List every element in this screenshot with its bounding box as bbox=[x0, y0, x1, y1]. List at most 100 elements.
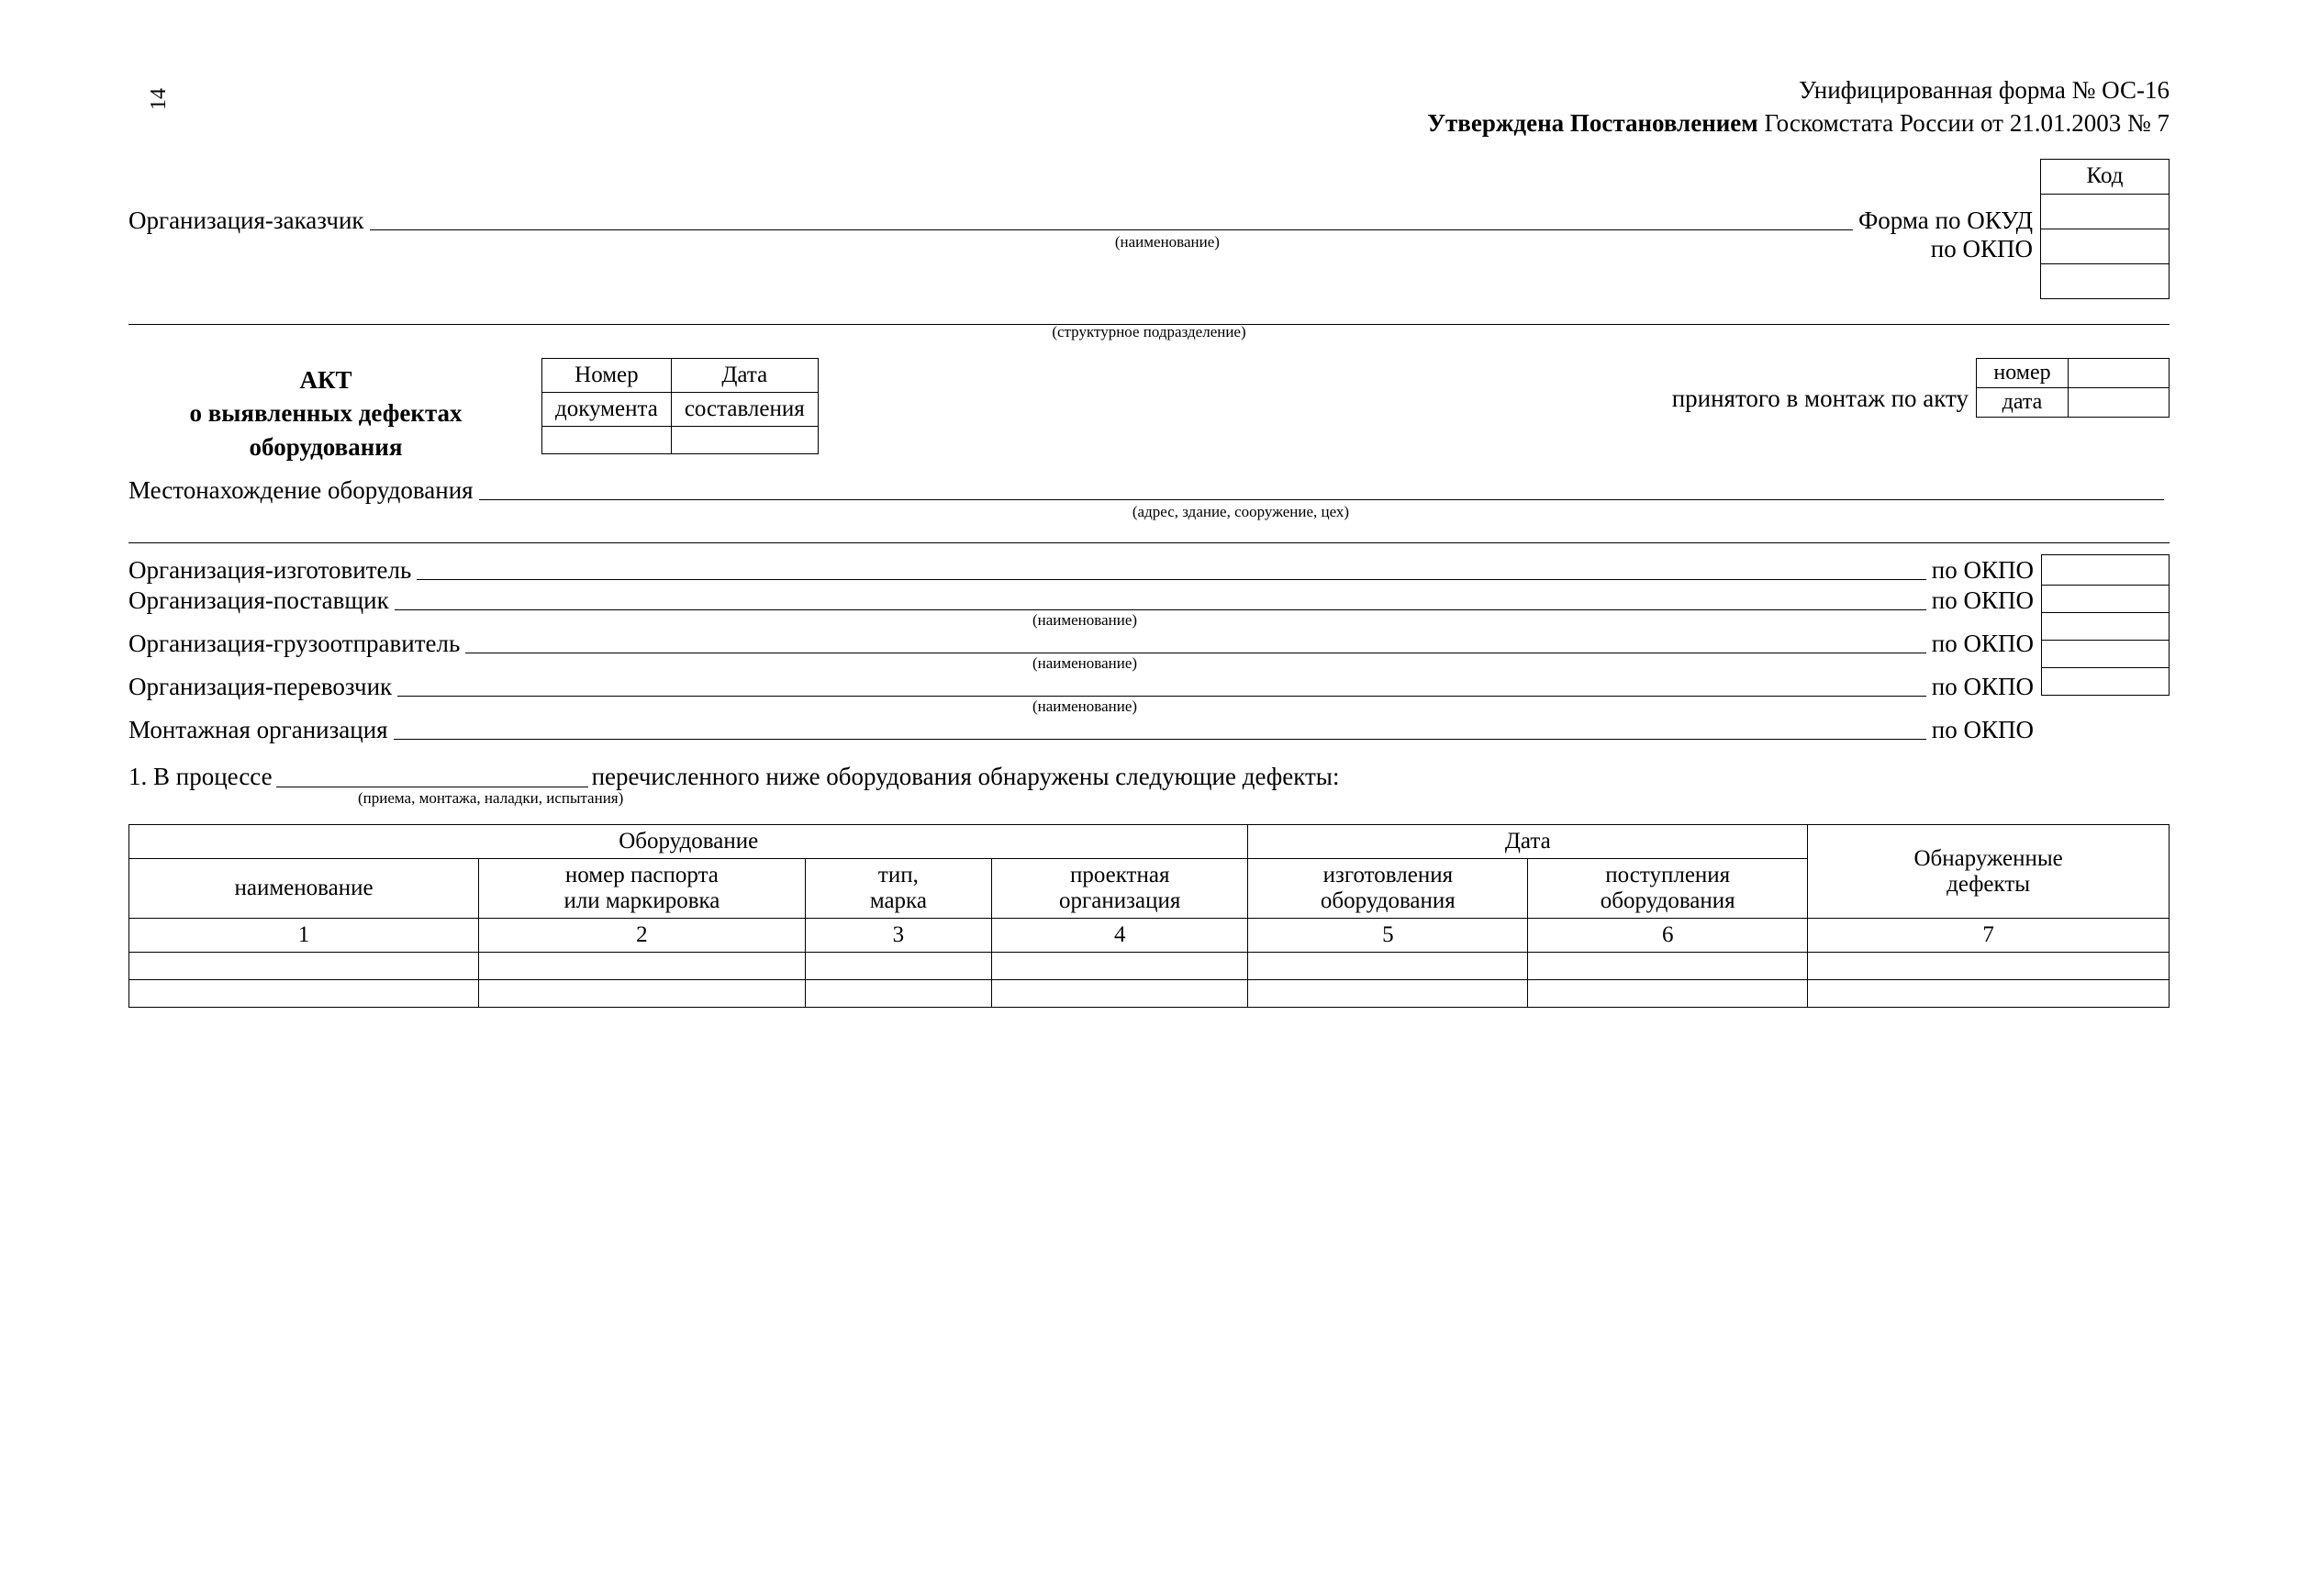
assembler-okpo-value[interactable] bbox=[2041, 664, 2170, 696]
akt-word: АКТ bbox=[128, 363, 523, 396]
manufacturer-okpo-label: по ОКПО bbox=[1932, 556, 2041, 585]
colnum-7: 7 bbox=[1808, 919, 2170, 953]
col-recdate-b: оборудования bbox=[1601, 888, 1735, 913]
col-name: наименование bbox=[129, 859, 479, 919]
doc-number-table: Номер Дата документа составления bbox=[541, 358, 819, 454]
supplier-label: Организация-поставщик bbox=[128, 586, 389, 615]
akt-title: АКТ о выявленных дефектах оборудования bbox=[128, 358, 523, 463]
col-projorg-b: организация bbox=[1059, 888, 1180, 913]
cell[interactable] bbox=[991, 980, 1247, 1008]
page-number: 14 bbox=[147, 88, 172, 110]
supplier-okpo-value[interactable] bbox=[2041, 582, 2170, 613]
location-label: Местонахождение оборудования bbox=[128, 476, 474, 505]
carrier-okpo-value[interactable] bbox=[2041, 637, 2170, 668]
col-manufdate-b: оборудования bbox=[1321, 888, 1456, 913]
col-passport-b: или маркировка bbox=[563, 888, 720, 913]
cell[interactable] bbox=[1528, 980, 1808, 1008]
approval-bold: Утверждена Постановлением bbox=[1427, 109, 1758, 137]
doc-num-h1a: Номер bbox=[542, 358, 672, 392]
assembler-line[interactable] bbox=[394, 739, 1926, 740]
organizations-block: Организация-изготовитель по ОКПО Организ… bbox=[128, 554, 2170, 744]
cell[interactable] bbox=[1248, 953, 1528, 980]
doc-date-value[interactable] bbox=[671, 426, 818, 453]
cell[interactable] bbox=[129, 953, 479, 980]
carrier-label: Организация-перевозчик bbox=[128, 673, 392, 701]
table-group-equipment: Оборудование bbox=[129, 825, 1248, 859]
code-table: Код bbox=[2040, 159, 2170, 299]
cell[interactable] bbox=[1808, 980, 2170, 1008]
colnum-3: 3 bbox=[805, 919, 991, 953]
code-extra-value[interactable] bbox=[2041, 263, 2170, 298]
okpo-label-top: по ОКПО bbox=[1931, 235, 2040, 263]
clause-caption: (приема, монтажа, наладки, испытания) bbox=[358, 789, 2170, 808]
doc-num-value[interactable] bbox=[542, 426, 672, 453]
shipper-okpo-value[interactable] bbox=[2041, 609, 2170, 641]
cell[interactable] bbox=[805, 953, 991, 980]
supplier-line[interactable] bbox=[395, 609, 1926, 610]
approval-line: Утверждена Постановлением Госкомстата Ро… bbox=[128, 106, 2170, 140]
manufacturer-line[interactable] bbox=[417, 579, 1925, 580]
org-customer-row: Организация-заказчик Форма по ОКУД bbox=[128, 206, 2040, 235]
org-customer-label: Организация-заказчик bbox=[128, 206, 364, 235]
okud-value[interactable] bbox=[2041, 194, 2170, 229]
approval-rest: Госкомстата России от 21.01.2003 № 7 bbox=[1758, 109, 2170, 137]
colnum-4: 4 bbox=[991, 919, 1247, 953]
cell[interactable] bbox=[1808, 953, 2170, 980]
act-ref-date[interactable] bbox=[2069, 387, 2170, 417]
clause-post: перечисленного ниже оборудования обнаруж… bbox=[592, 763, 1340, 791]
form-header: Унифицированная форма № ОС-16 Утверждена… bbox=[128, 73, 2170, 140]
cell[interactable] bbox=[991, 953, 1247, 980]
document-page: 14 Унифицированная форма № ОС-16 Утвержд… bbox=[0, 0, 2298, 1596]
location-line-2[interactable] bbox=[128, 527, 2170, 543]
col-passport: номер паспорта или маркировка bbox=[479, 859, 806, 919]
assembler-label: Монтажная организация bbox=[128, 716, 388, 744]
table-group-date: Дата bbox=[1248, 825, 1808, 859]
act-ref-number[interactable] bbox=[2069, 358, 2170, 387]
manufacturer-okpo-value[interactable] bbox=[2041, 554, 2170, 586]
col-manuf-date: изготовления оборудования bbox=[1248, 859, 1528, 919]
assembler-row: Монтажная организация по ОКПО bbox=[128, 716, 2041, 744]
akt-sub1: о выявленных дефектах bbox=[128, 396, 523, 430]
org-customer-caption: (наименование) bbox=[404, 233, 1931, 251]
col-manufdate-a: изготовления bbox=[1323, 863, 1453, 887]
supplier-okpo-label: по ОКПО bbox=[1932, 586, 2041, 615]
location-caption: (адрес, здание, сооружение, цех) bbox=[312, 503, 2170, 521]
act-ref-row2-label: дата bbox=[1977, 387, 2069, 417]
col-recdate-a: поступления bbox=[1605, 863, 1730, 887]
doc-num-h2a: Дата bbox=[671, 358, 818, 392]
shipper-okpo-label: по ОКПО bbox=[1932, 630, 2041, 658]
akt-sub2: оборудования bbox=[128, 430, 523, 463]
col-receipt-date: поступления оборудования bbox=[1528, 859, 1808, 919]
carrier-line[interactable] bbox=[397, 696, 1926, 697]
act-ref-text: принятого в монтаж по акту bbox=[1672, 363, 1969, 413]
clause-pre: 1. В процессе bbox=[128, 763, 273, 791]
act-ref-table: номер дата bbox=[1976, 358, 2170, 418]
col-type-b: марка bbox=[870, 888, 927, 913]
struct-line[interactable] bbox=[128, 303, 2170, 325]
org-customer-line[interactable] bbox=[370, 229, 1853, 230]
okpo-value[interactable] bbox=[2041, 229, 2170, 263]
defects-h1: Обнаруженные bbox=[1913, 846, 2062, 871]
cell[interactable] bbox=[479, 953, 806, 980]
table-row bbox=[129, 953, 2170, 980]
doc-num-h1b: документа bbox=[542, 392, 672, 426]
manufacturer-label: Организация-изготовитель bbox=[128, 556, 411, 585]
defects-h2: дефекты bbox=[1947, 872, 2030, 897]
cell[interactable] bbox=[479, 980, 806, 1008]
cell[interactable] bbox=[129, 980, 479, 1008]
location-row: Местонахождение оборудования bbox=[128, 476, 2170, 505]
col-projorg-a: проектная bbox=[1070, 863, 1170, 887]
cell[interactable] bbox=[1248, 980, 1528, 1008]
location-line[interactable] bbox=[479, 499, 2164, 500]
carrier-okpo-label: по ОКПО bbox=[1932, 673, 2041, 701]
struct-caption: (структурное подразделение) bbox=[128, 323, 2170, 341]
col-type: тип, марка bbox=[805, 859, 991, 919]
okud-label: Форма по ОКУД bbox=[1858, 206, 2040, 235]
act-ref-block: принятого в монтаж по акту номер дата bbox=[1672, 358, 2170, 418]
carrier-caption: (наименование) bbox=[128, 698, 2041, 716]
cell[interactable] bbox=[805, 980, 991, 1008]
colnum-6: 6 bbox=[1528, 919, 1808, 953]
shipper-label: Организация-грузоотправитель bbox=[128, 630, 460, 658]
title-row: АКТ о выявленных дефектах оборудования Н… bbox=[128, 358, 2170, 463]
cell[interactable] bbox=[1528, 953, 1808, 980]
